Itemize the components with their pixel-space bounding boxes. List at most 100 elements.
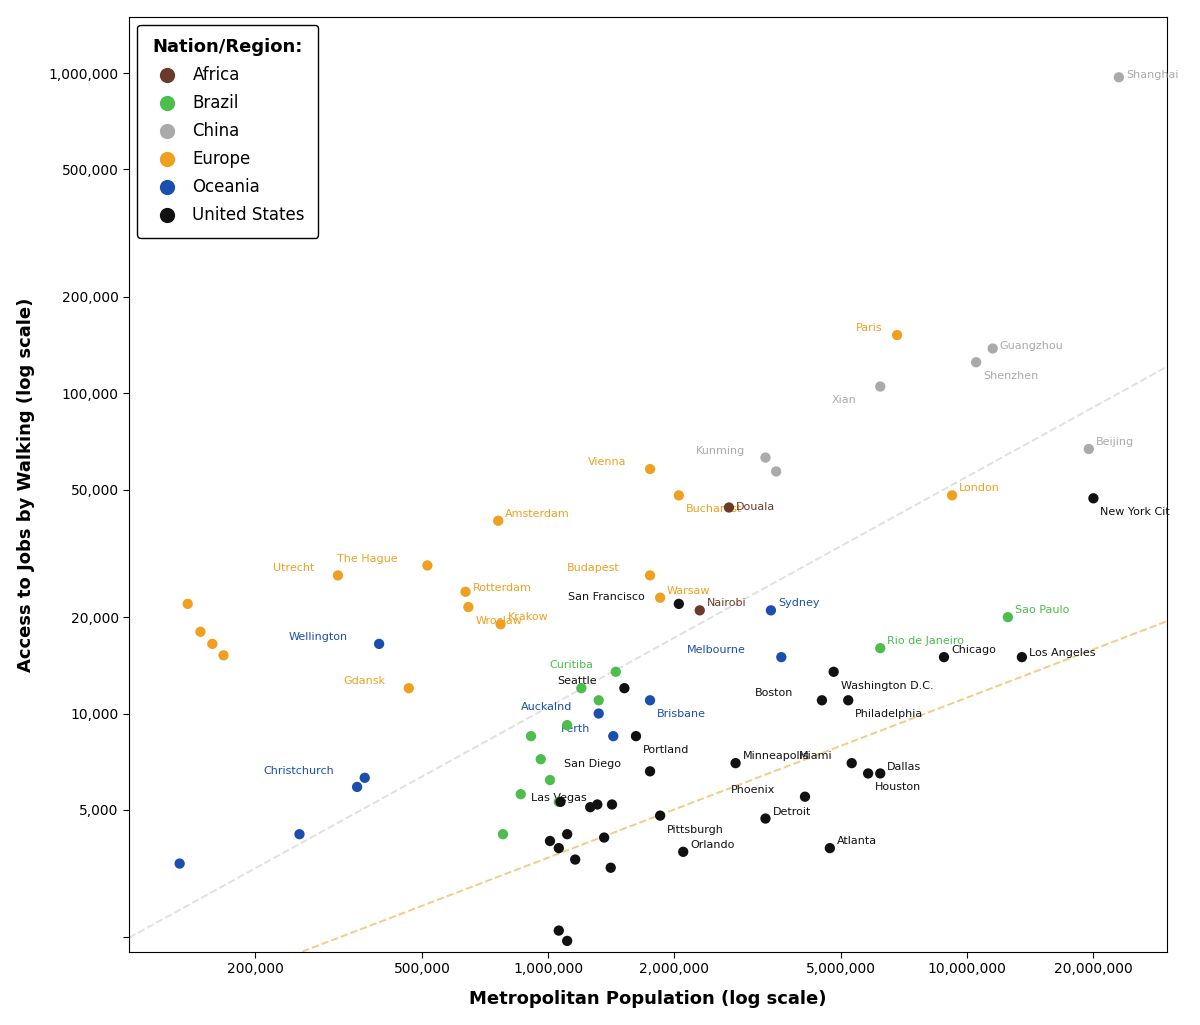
Point — [935, 649, 954, 665]
Point — [214, 647, 233, 663]
Text: Paris: Paris — [856, 323, 882, 333]
Text: Beijing: Beijing — [1096, 437, 1134, 447]
Point — [370, 636, 389, 652]
Text: Nairobi: Nairobi — [707, 599, 746, 609]
Point — [796, 788, 815, 805]
Point — [756, 811, 775, 827]
Text: Rotterdam: Rotterdam — [473, 582, 532, 592]
Point — [589, 692, 608, 708]
Text: Los Angeles: Los Angeles — [1028, 648, 1096, 658]
Text: Shenzhen: Shenzhen — [983, 371, 1038, 381]
Point — [604, 728, 623, 744]
Text: Sydney: Sydney — [778, 599, 820, 609]
Point — [842, 755, 862, 772]
Point — [871, 766, 890, 782]
Text: Chicago: Chicago — [950, 645, 996, 655]
Text: Xian: Xian — [832, 396, 857, 406]
Text: Curitiba: Curitiba — [550, 660, 593, 670]
Text: Wellington: Wellington — [289, 632, 348, 642]
Text: Kunming: Kunming — [696, 446, 745, 455]
Text: The Hague: The Hague — [337, 554, 397, 564]
Text: Gdansk: Gdansk — [343, 676, 385, 686]
Point — [540, 772, 559, 788]
Text: Las Vegas: Las Vegas — [532, 792, 587, 803]
Text: Amsterdam: Amsterdam — [505, 508, 570, 519]
Point — [641, 692, 660, 708]
Point — [488, 512, 508, 529]
Point — [871, 378, 890, 395]
Point — [588, 796, 607, 813]
X-axis label: Metropolitan Population (log scale): Metropolitan Population (log scale) — [469, 990, 827, 1009]
Point — [418, 558, 437, 574]
Point — [670, 596, 689, 612]
Point — [998, 609, 1018, 625]
Point — [400, 680, 419, 696]
Point — [589, 705, 608, 722]
Text: Krakow: Krakow — [508, 612, 548, 622]
Text: Budapest: Budapest — [566, 564, 619, 573]
Point — [191, 623, 210, 640]
Point — [641, 567, 660, 583]
Point — [983, 340, 1002, 357]
Point — [550, 839, 569, 856]
Text: Atlanta: Atlanta — [836, 836, 877, 847]
Point — [576, 965, 595, 981]
Text: Warsaw: Warsaw — [667, 585, 710, 596]
Text: New York Cit: New York Cit — [1100, 507, 1170, 518]
Text: Dallas: Dallas — [887, 762, 922, 772]
Text: Wroclaw: Wroclaw — [475, 616, 522, 626]
Text: Bucharest: Bucharest — [685, 504, 742, 515]
Point — [532, 751, 551, 768]
Point — [1084, 490, 1103, 506]
Text: Perth: Perth — [560, 725, 590, 734]
Legend: Africa, Brazil, China, Europe, Oceania, United States: Africa, Brazil, China, Europe, Oceania, … — [138, 25, 318, 238]
Point — [329, 567, 348, 583]
Point — [626, 728, 646, 744]
Text: London: London — [959, 484, 1000, 493]
Point — [348, 779, 367, 795]
Point — [726, 755, 745, 772]
Text: Detroit: Detroit — [773, 807, 811, 817]
Point — [966, 354, 985, 370]
Point — [767, 463, 786, 480]
Text: San Francisco: San Francisco — [568, 591, 644, 602]
Point — [673, 844, 692, 860]
Text: Miami: Miami — [799, 751, 833, 762]
Point — [540, 832, 559, 849]
Point — [1109, 69, 1128, 85]
Text: Philadelphia: Philadelphia — [856, 709, 924, 720]
Point — [511, 786, 530, 803]
Text: Melbourne: Melbourne — [686, 645, 745, 655]
Point — [456, 583, 475, 600]
Text: Phoenix: Phoenix — [731, 785, 775, 794]
Text: Orlando: Orlando — [690, 839, 734, 850]
Text: Seattle: Seattle — [558, 676, 598, 686]
Text: Washington D.C.: Washington D.C. — [841, 681, 934, 691]
Text: Boston: Boston — [755, 689, 793, 698]
Point — [839, 692, 858, 708]
Text: Vienna: Vienna — [588, 457, 626, 467]
Point — [170, 856, 190, 872]
Text: Minneapolis: Minneapolis — [743, 751, 809, 762]
Text: Rio de Janeiro: Rio de Janeiro — [887, 637, 964, 646]
Point — [602, 796, 622, 813]
Point — [761, 602, 780, 618]
Text: Auckalnd: Auckalnd — [521, 701, 572, 711]
Point — [756, 449, 775, 465]
Text: Douala: Douala — [736, 502, 775, 512]
Point — [888, 327, 907, 343]
Point — [858, 766, 877, 782]
Point — [871, 640, 890, 656]
Point — [203, 636, 222, 652]
Point — [581, 798, 600, 815]
Point — [178, 596, 197, 612]
Point — [606, 663, 625, 680]
Point — [550, 922, 569, 939]
Point — [772, 649, 791, 665]
Point — [493, 826, 512, 843]
Point — [458, 599, 478, 615]
Point — [824, 663, 844, 680]
Point — [812, 692, 832, 708]
Point — [522, 728, 541, 744]
Text: Portland: Portland — [643, 745, 689, 755]
